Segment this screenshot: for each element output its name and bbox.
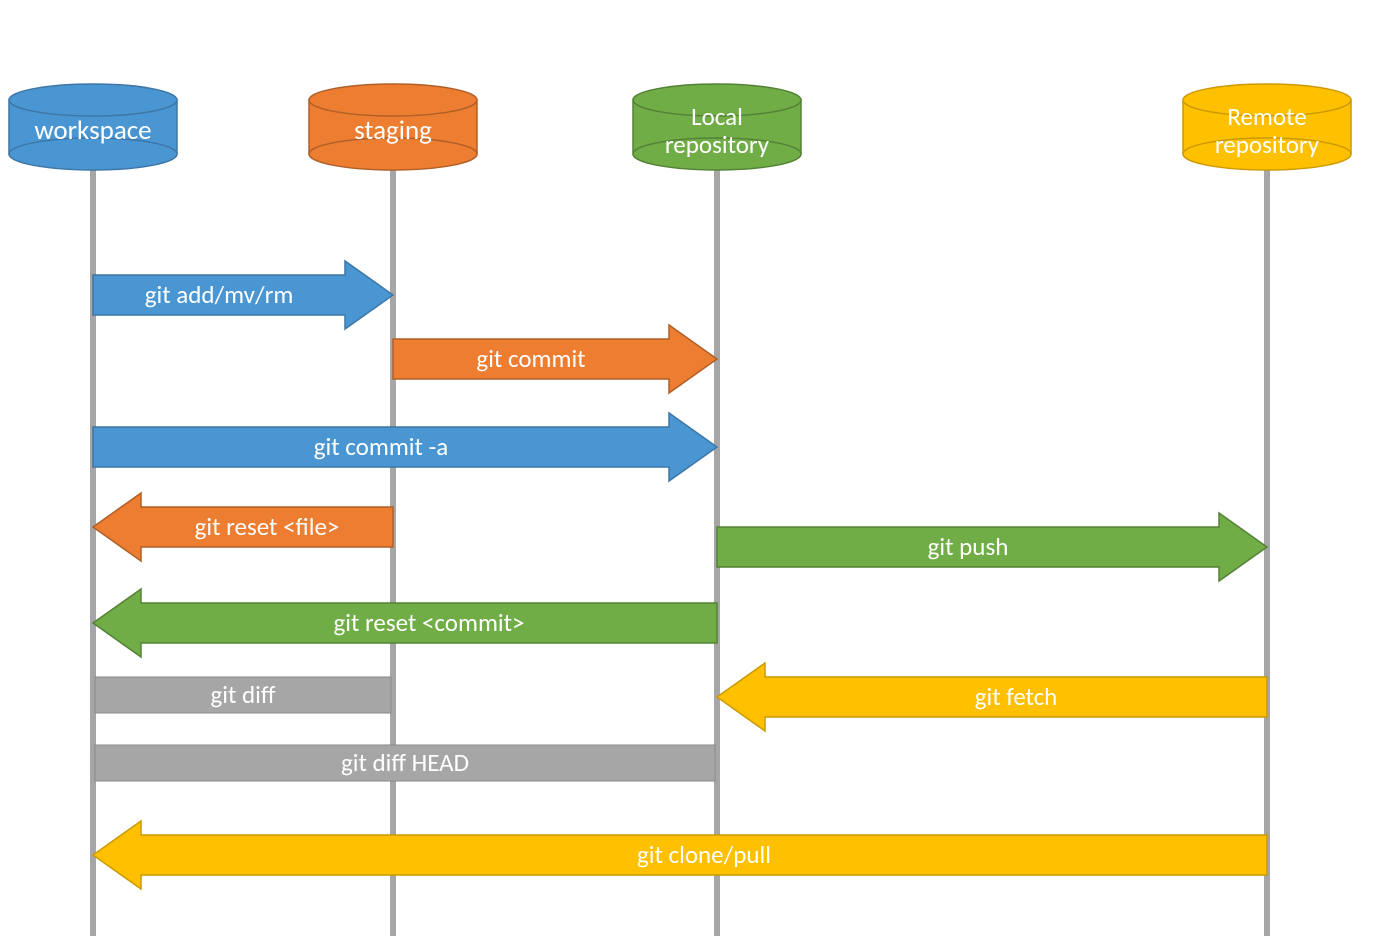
staging-cylinder: staging — [309, 84, 477, 170]
git-reset-file-arrow: git reset <file> — [93, 493, 393, 561]
git-diff-box: git diff — [95, 677, 391, 713]
git-diff-head-box: git diff HEAD — [95, 745, 715, 781]
git-reset-commit-label: git reset <commit> — [334, 607, 525, 638]
git-diff-head-label: git diff HEAD — [341, 747, 469, 778]
git-diff-label: git diff — [211, 679, 276, 710]
staging-label: staging — [354, 114, 432, 147]
git-reset-file-label: git reset <file> — [195, 511, 340, 542]
local-label-2: repository — [665, 129, 770, 160]
git-fetch-label: git fetch — [975, 681, 1058, 712]
git-push-label: git push — [928, 531, 1009, 562]
remote-label-1: Remote — [1227, 101, 1306, 132]
git-add-arrow: git add/mv/rm — [93, 261, 393, 329]
git-commit-arrow: git commit — [393, 325, 717, 393]
git-fetch-arrow: git fetch — [717, 663, 1267, 731]
git-clone-pull-label: git clone/pull — [637, 839, 771, 870]
git-commit-a-label: git commit -a — [314, 431, 448, 462]
git-reset-commit-arrow: git reset <commit> — [93, 589, 717, 657]
git-push-arrow: git push — [717, 513, 1267, 581]
git-workflow-diagram: git diff git diff HEAD git add/mv/rm git c… — [0, 0, 1400, 936]
local-cylinder: Localrepository — [633, 84, 801, 170]
git-add-label: git add/mv/rm — [145, 279, 294, 310]
workspace-cylinder: workspace — [9, 84, 177, 170]
remote-label-2: repository — [1215, 129, 1320, 160]
git-commit-a-arrow: git commit -a — [93, 413, 717, 481]
local-label-1: Local — [691, 101, 743, 132]
git-clone-pull-arrow: git clone/pull — [93, 821, 1267, 889]
workspace-label: workspace — [34, 114, 151, 147]
remote-cylinder: Remoterepository — [1183, 84, 1351, 170]
git-commit-label: git commit — [476, 343, 585, 374]
